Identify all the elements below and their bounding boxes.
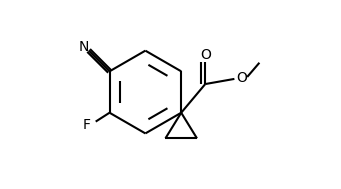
- Text: O: O: [200, 48, 211, 63]
- Text: F: F: [83, 118, 91, 132]
- Text: N: N: [78, 40, 89, 53]
- Text: O: O: [236, 71, 247, 85]
